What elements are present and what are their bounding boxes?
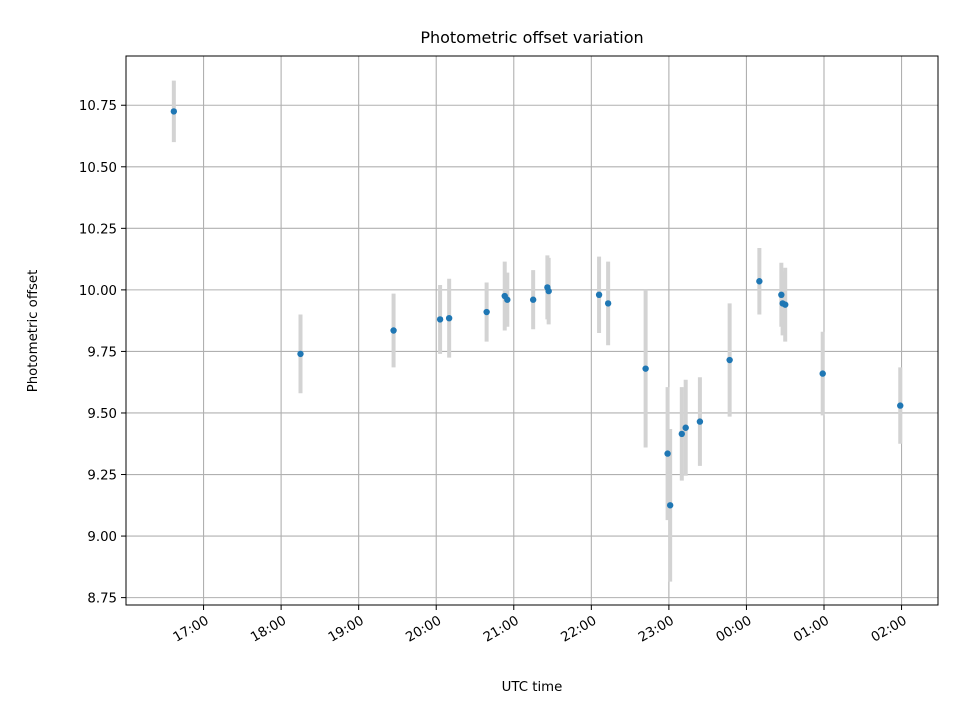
data-point (696, 418, 704, 425)
data-point (297, 350, 304, 358)
y-tick-label: 9.50 (87, 407, 117, 422)
y-tick-label: 9.75 (87, 345, 117, 360)
data-point (678, 430, 686, 438)
chart-title: Photometric offset variation (420, 28, 643, 47)
y-axis-label: Photometric offset (26, 270, 41, 393)
data-point (756, 278, 763, 285)
grid (126, 56, 938, 605)
x-axis-label: UTC time (502, 680, 563, 695)
data-point (666, 502, 674, 509)
data-point (170, 108, 178, 115)
plot-area (126, 56, 938, 605)
data-point (529, 296, 537, 303)
y-tick-label: 9.00 (87, 530, 117, 545)
data-point (545, 287, 552, 295)
y-tick-label: 10.00 (79, 284, 117, 299)
data-point (819, 370, 826, 377)
data-point (595, 291, 603, 299)
data-points (170, 108, 904, 509)
data-point (664, 450, 671, 457)
data-point (682, 424, 689, 431)
data-point (642, 365, 649, 372)
y-tick-label: 10.50 (79, 161, 117, 176)
data-point (483, 308, 490, 316)
data-point (436, 316, 444, 323)
y-tick-label: 9.25 (87, 469, 117, 484)
y-axis: 8.75 9.00 9.25 9.50 9.75 10.00 10.25 10.50 10.75 (79, 99, 126, 607)
y-tick-label: 8.75 (87, 592, 117, 607)
data-point (390, 327, 397, 334)
y-tick-label: 10.75 (79, 99, 117, 114)
data-point (897, 402, 904, 409)
data-point (782, 301, 789, 308)
data-point (604, 300, 612, 307)
data-point (778, 291, 785, 299)
data-point (445, 314, 453, 322)
data-point (504, 296, 511, 303)
y-tick-label: 10.25 (79, 222, 117, 237)
data-point (726, 356, 733, 364)
plot-frame (125, 55, 939, 606)
